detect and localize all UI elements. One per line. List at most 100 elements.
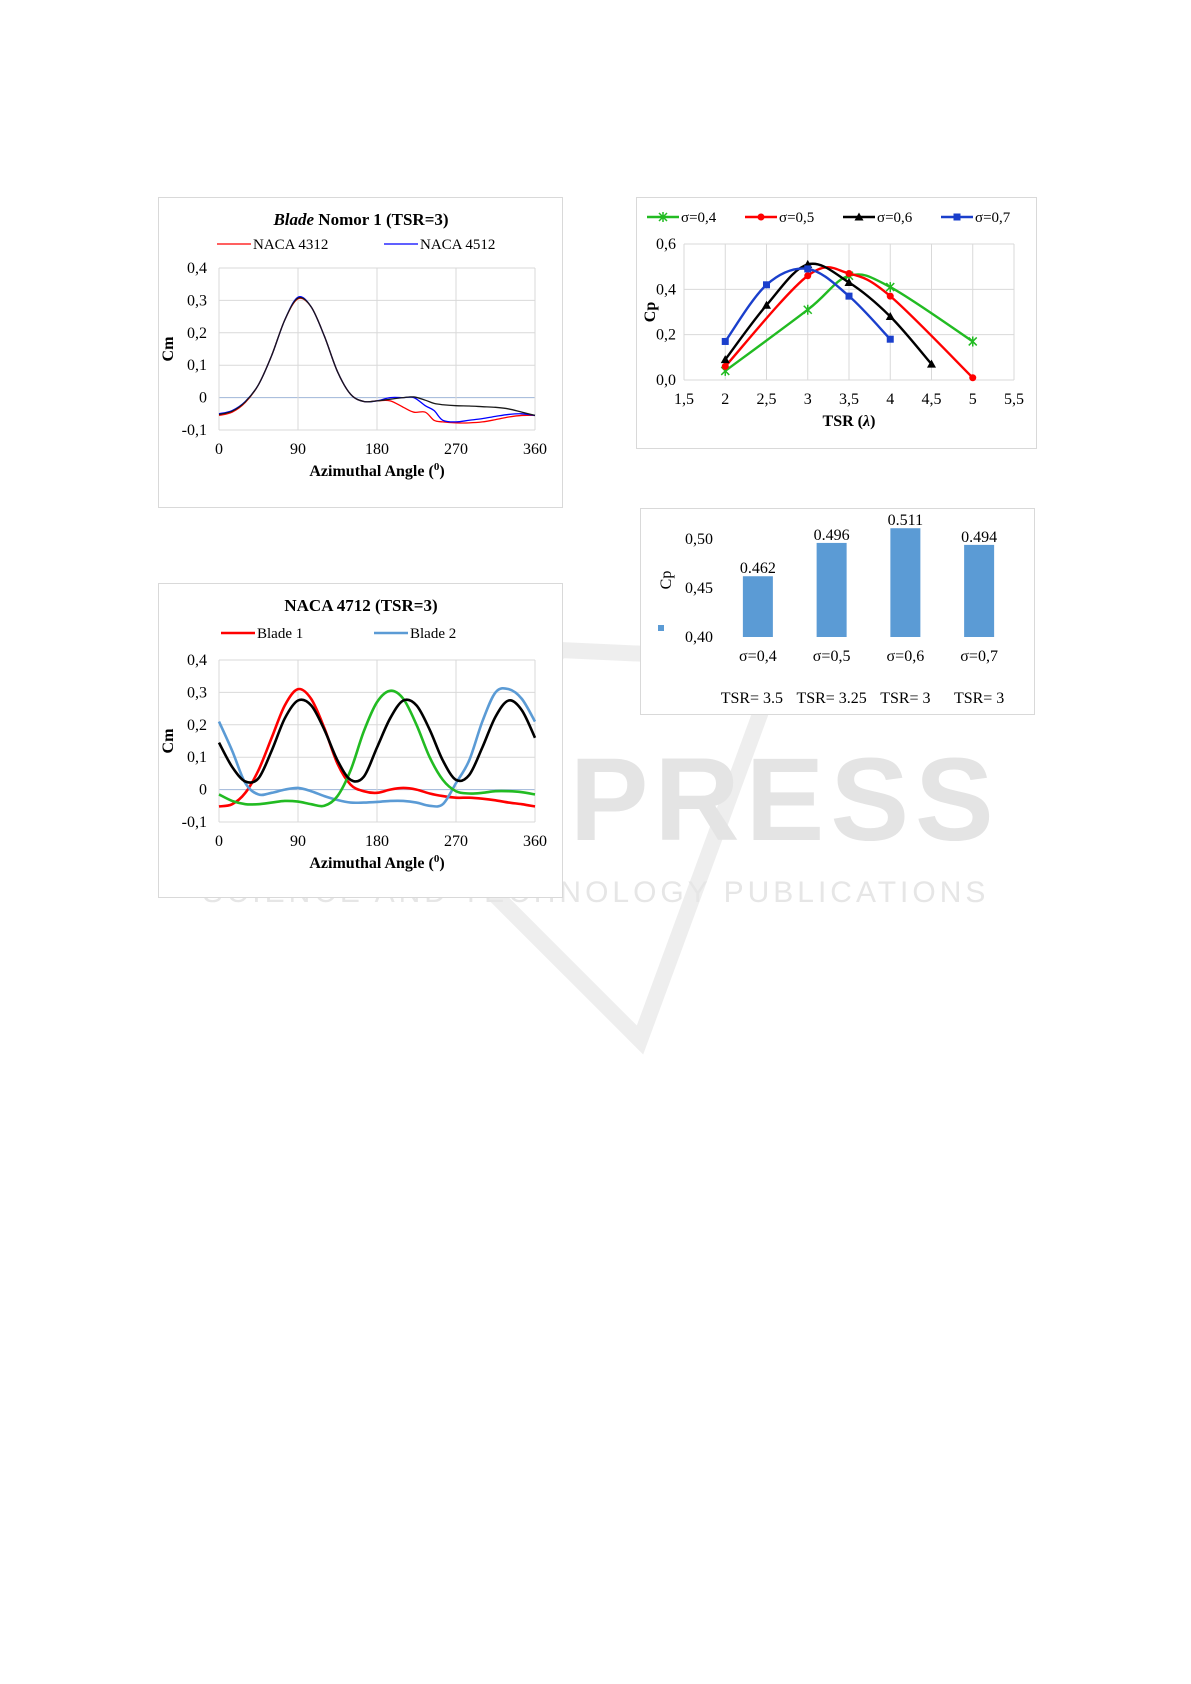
chart2-series-marker [969, 374, 977, 382]
chart1-ytick-label: 0,2 [187, 325, 207, 342]
chart3-category-label: σ=0,7 [960, 648, 998, 665]
chart1-panel: Blade Nomor 1 (TSR=3) -0,1 0 0,1 0,2 0,3 0,4 0 9… [158, 197, 563, 508]
chart3-ytick-label: 0,45 [685, 580, 713, 597]
chart4-xlabel: Azimuthal Angle (0) [309, 853, 444, 872]
chart4-ytick-label: -0,1 [182, 814, 207, 831]
chart1-series-line-3 [218, 296, 536, 417]
chart2-series-marker [803, 304, 813, 315]
chart2-series-marker [886, 292, 894, 300]
chart2-svg: 0,0 0,2 0,4 0,6 1,5 2 2,5 3 3,5 4 4,5 5 5,5 Cp TSR (λ)… [642, 210, 1024, 430]
chart4-xtick-label: 360 [523, 833, 547, 850]
chart3-category-label: σ=0,4 [739, 648, 777, 665]
chart2-xtick-label: 4 [886, 391, 894, 408]
chart1-title-rest: Nomor 1 (TSR=3) [314, 210, 449, 229]
chart3-panel: 0,40 0,45 0,50 Cp 0.462 σ=0,4 TSR= 3.5 0.496 σ=0… [640, 508, 1035, 715]
chart1-xtick-label: 270 [444, 441, 468, 458]
chart2-series-marker [721, 362, 729, 370]
chart2-ytick-label: 0,0 [656, 372, 676, 389]
chart4-xtick-label: 270 [444, 833, 468, 850]
chart1-xtick-label: 0 [215, 441, 223, 458]
chart4-svg: NACA 4712 (TSR=3) -0,1 0 0,1 0,2 0,3 0,4 0 90 180… [160, 596, 547, 872]
chart4-ytick-label: 0,2 [187, 717, 207, 734]
chart3-data-label: 0.462 [740, 560, 776, 577]
chart3-legend-swatch [658, 625, 664, 631]
chart3-category-label: σ=0,5 [813, 648, 851, 665]
chart2-xlabel-end: ) [870, 413, 875, 430]
chart2-series-marker [968, 336, 978, 347]
chart4-xlabel-end: ) [439, 855, 444, 872]
chart4-series-line-4 [217, 698, 537, 784]
chart2-series-marker [720, 355, 730, 364]
chart2-xtick-label: 2,5 [757, 391, 777, 408]
chart1-ytick-label: 0,1 [187, 357, 207, 374]
chart2-ytick-label: 0,4 [656, 281, 676, 298]
chart4-legend-label: Blade 2 [410, 626, 456, 642]
chart2-panel: 0,0 0,2 0,4 0,6 1,5 2 2,5 3 3,5 4 4,5 5 5,5 Cp TSR (λ)… [636, 197, 1037, 449]
chart3-ytick-label: 0,40 [685, 629, 713, 646]
chart4-xlabel-main: Azimuthal Angle ( [309, 855, 433, 872]
chart1-ytick-label: 0,4 [187, 260, 207, 277]
chart3-data-label: 0.494 [961, 529, 997, 546]
chart1-xlabel-sup: 0 [434, 461, 440, 473]
chart1-ytick-label: -0,1 [182, 422, 207, 439]
chart4-panel: NACA 4712 (TSR=3) -0,1 0 0,1 0,2 0,3 0,4 0 90 180… [158, 583, 563, 898]
chart2-xlabel-main: TSR ( [823, 413, 863, 430]
chart4-ytick-label: 0,4 [187, 652, 207, 669]
chart4-xtick-label: 180 [365, 833, 389, 850]
chart2-xtick-label: 3 [804, 391, 812, 408]
chart4-xlabel-sup: 0 [434, 853, 440, 865]
chart2-series-marker [885, 312, 895, 321]
chart2-xtick-label: 5 [969, 391, 977, 408]
chart1-xtick-label: 360 [523, 441, 547, 458]
chart1-legend-label: NACA 4312 [253, 237, 328, 253]
chart2-series-marker [845, 292, 853, 300]
chart1-xlabel-main: Azimuthal Angle ( [309, 463, 433, 480]
chart2-series-marker [844, 278, 854, 287]
chart2-xtick-label: 5,5 [1004, 391, 1024, 408]
chart3-bar [890, 528, 921, 637]
chart3-ylabel: Cp [658, 571, 675, 590]
chart3-tsr-label: TSR= 3.5 [721, 690, 783, 707]
chart3-tsr-label: TSR= 3 [954, 690, 1004, 707]
chart1-legend-label: NACA 4512 [420, 237, 495, 253]
chart4-ytick-label: 0,3 [187, 684, 207, 701]
chart2-ytick-label: 0,6 [656, 236, 676, 253]
chart2-series-marker [845, 269, 853, 277]
chart4-xtick-label: 0 [215, 833, 223, 850]
chart1-ylabel: Cm [160, 336, 177, 362]
chart2-series-marker [886, 335, 894, 343]
chart3-data-label: 0.496 [814, 527, 850, 544]
chart3-bar [964, 544, 995, 637]
chart3-data-label: 0.511 [888, 512, 923, 529]
chart4-series-line-3 [218, 689, 536, 808]
chart1-title-italic: Blade [272, 210, 314, 229]
chart2-series-marker [763, 281, 770, 289]
chart3-svg: 0,40 0,45 0,50 Cp 0.462 σ=0,4 TSR= 3.5 0.496 σ=0… [658, 512, 1004, 707]
chart2-legend-label: σ=0,6 [877, 210, 913, 226]
chart2-legend-label: σ=0,4 [681, 210, 717, 226]
chart3-tsr-label: TSR= 3 [880, 690, 930, 707]
chart1-title: Blade Nomor 1 (TSR=3) [272, 210, 448, 229]
chart2-ylabel: Cp [642, 302, 659, 323]
chart2-legend-marker [953, 213, 961, 221]
chart1-xlabel-end: ) [439, 463, 444, 480]
chart4-legend-label: Blade 1 [257, 626, 303, 642]
chart1-ytick-label: 0 [199, 390, 207, 407]
chart2-xtick-label: 1,5 [674, 391, 694, 408]
chart2-series-marker [804, 265, 812, 273]
chart2-legend-marker [658, 212, 668, 222]
chart3-tsr-label: TSR= 3.25 [796, 690, 866, 707]
chart1-ytick-label: 0,3 [187, 292, 207, 309]
chart2-ytick-label: 0,2 [656, 327, 676, 344]
chart4-ytick-label: 0 [199, 782, 207, 799]
chart2-xtick-label: 4,5 [922, 391, 942, 408]
chart2-legend-label: σ=0,7 [975, 210, 1011, 226]
chart2-series-marker [885, 282, 895, 293]
chart4-title: NACA 4712 (TSR=3) [284, 596, 437, 615]
chart4-series-line-2 [217, 686, 537, 808]
chart2-xlabel: TSR (λ) [823, 413, 876, 430]
chart4-ytick-label: 0,1 [187, 749, 207, 766]
chart2-series-marker [721, 337, 729, 345]
chart2-series-marker [927, 359, 936, 368]
chart1-xtick-label: 90 [290, 441, 306, 458]
